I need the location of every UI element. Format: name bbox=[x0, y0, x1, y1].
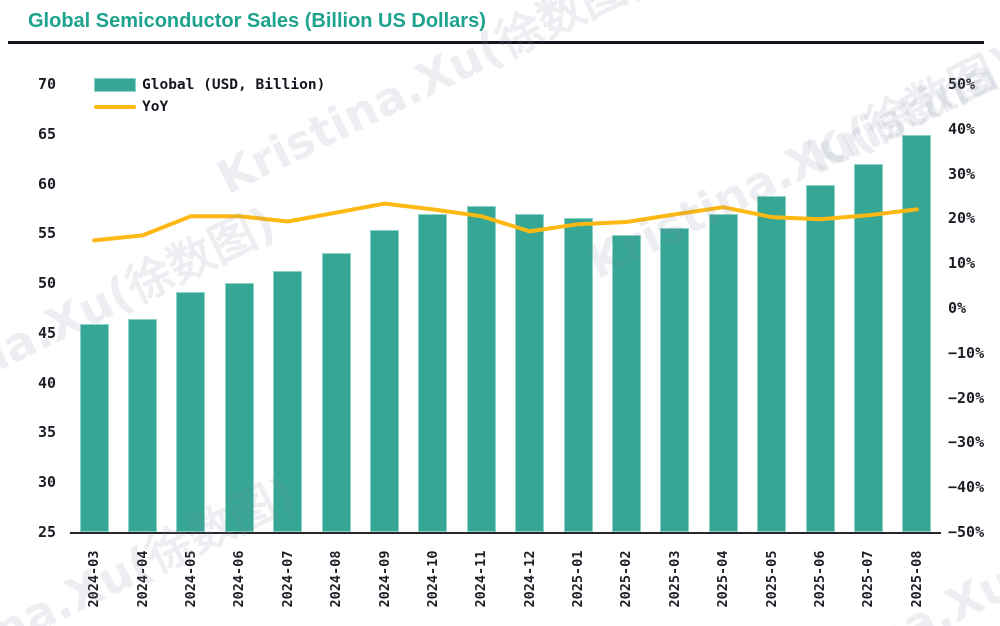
bar-2024-12 bbox=[515, 214, 545, 532]
right-axis-tick-20%: 20% bbox=[948, 209, 976, 228]
bar-2024-03 bbox=[79, 323, 109, 532]
legend-item-global: Global (USD, Billion) bbox=[94, 74, 325, 96]
right-axis-tick-30%: 30% bbox=[948, 164, 976, 183]
bar-2025-04 bbox=[708, 214, 738, 532]
chart-title: Global Semiconductor Sales (Billion US D… bbox=[28, 10, 486, 32]
left-axis-tick-55: 55 bbox=[37, 224, 56, 243]
bar-2025-07 bbox=[853, 163, 883, 532]
bar-2024-10 bbox=[418, 214, 448, 532]
left-axis-tick-40: 40 bbox=[37, 373, 56, 392]
x-axis-label-2024-03: 2024-03 bbox=[86, 550, 103, 608]
legend-line-swatch bbox=[94, 105, 136, 109]
right-axis-tick-−40%: −40% bbox=[948, 478, 985, 497]
plot-area bbox=[70, 84, 941, 534]
legend-item-yoy: YoY bbox=[94, 96, 325, 118]
left-axis-tick-65: 65 bbox=[37, 124, 56, 143]
chart-legend: Global (USD, Billion) YoY bbox=[94, 74, 325, 118]
legend-bar-swatch bbox=[94, 78, 136, 92]
bar-2024-07 bbox=[273, 271, 303, 532]
legend-label-global: Global (USD, Billion) bbox=[142, 77, 326, 93]
x-axis-label-2024-05: 2024-05 bbox=[182, 550, 199, 608]
bar-2024-08 bbox=[321, 253, 351, 532]
right-axis-tick-50%: 50% bbox=[948, 75, 976, 93]
left-axis-tick-30: 30 bbox=[37, 473, 56, 492]
right-axis-tick-−10%: −10% bbox=[948, 343, 985, 362]
x-axis-label-2024-04: 2024-04 bbox=[134, 550, 151, 608]
left-axis-tick-45: 45 bbox=[37, 323, 56, 342]
yoy-line bbox=[92, 201, 919, 243]
x-axis-label-2025-04: 2025-04 bbox=[715, 550, 732, 608]
bar-2024-04 bbox=[128, 318, 158, 532]
right-axis-tick-10%: 10% bbox=[948, 254, 976, 273]
x-axis-label-2025-05: 2025-05 bbox=[763, 550, 780, 608]
bar-2025-08 bbox=[902, 134, 932, 532]
x-axis-label-2025-03: 2025-03 bbox=[666, 550, 683, 608]
yoy-line-layer bbox=[92, 201, 919, 243]
right-axis-tick-0%: 0% bbox=[948, 299, 967, 317]
x-axis-label-2025-01: 2025-01 bbox=[570, 550, 587, 608]
bar-2025-02 bbox=[611, 235, 641, 532]
left-axis-tick-60: 60 bbox=[37, 174, 56, 193]
right-axis-tick-−50%: −50% bbox=[948, 523, 985, 541]
right-axis-tick-−20%: −20% bbox=[948, 388, 985, 407]
x-axis-label-2024-07: 2024-07 bbox=[279, 550, 296, 608]
x-axis-label-2025-07: 2025-07 bbox=[860, 550, 877, 608]
x-axis-label-2025-02: 2025-02 bbox=[618, 550, 635, 608]
bar-2025-01 bbox=[563, 218, 593, 532]
right-axis-tick-−30%: −30% bbox=[948, 433, 985, 452]
bar-2024-05 bbox=[176, 292, 206, 532]
bar-2024-09 bbox=[370, 230, 400, 532]
bar-2025-06 bbox=[805, 184, 835, 532]
x-axis-label-2025-06: 2025-06 bbox=[812, 550, 829, 608]
bar-2024-11 bbox=[466, 206, 496, 532]
x-axis-label-2024-08: 2024-08 bbox=[328, 550, 345, 608]
bar-2024-06 bbox=[224, 283, 254, 532]
legend-label-yoy: YoY bbox=[142, 99, 169, 115]
x-axis-label-2024-10: 2024-10 bbox=[424, 550, 441, 608]
bar-2025-05 bbox=[757, 195, 787, 532]
x-axis-label-2024-09: 2024-09 bbox=[376, 550, 393, 608]
left-axis-tick-35: 35 bbox=[37, 423, 56, 442]
left-axis-tick-70: 70 bbox=[37, 75, 56, 93]
title-divider bbox=[8, 41, 984, 44]
left-axis-tick-50: 50 bbox=[37, 274, 56, 293]
left-axis-tick-25: 25 bbox=[37, 523, 56, 541]
x-axis-label-2025-08: 2025-08 bbox=[908, 550, 925, 608]
x-axis-label-2024-11: 2024-11 bbox=[473, 550, 490, 608]
x-axis-label-2024-12: 2024-12 bbox=[521, 550, 538, 608]
right-axis-tick-40%: 40% bbox=[948, 119, 976, 138]
x-axis-label-2024-06: 2024-06 bbox=[231, 550, 248, 608]
bar-2025-03 bbox=[660, 228, 690, 532]
